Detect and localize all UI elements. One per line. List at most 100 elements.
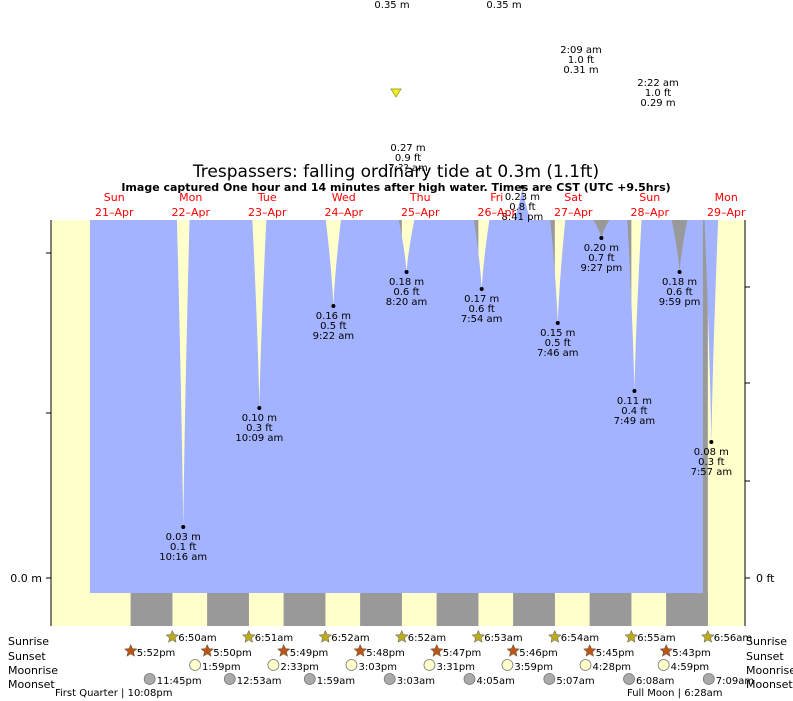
moonrise-time: 4:28pm (592, 662, 631, 673)
day-date-label: 21–Apr (95, 206, 134, 219)
day-labels: Sun 21–Apr Mon 22–Apr Tue 23–Apr Wed 24–Apr Thu 2… (95, 191, 746, 219)
offchart-labels: 0.35 m 0.35 m2:09 am1.0 ft0.31 m2:22 am1.… (374, 0, 678, 174)
low-tide-feet: 0.6 ft (469, 304, 495, 315)
moonrise-icon (657, 659, 670, 671)
moonset-icon (223, 673, 236, 685)
y-right-zero-label: 0 ft (756, 572, 775, 585)
low-tide-time: 7:49 am (614, 416, 656, 427)
low-tide-feet: 0.1 ft (170, 542, 196, 553)
low-tide-meters: 0.11 m (617, 396, 652, 407)
moonrise-time: 3:59pm (514, 662, 553, 673)
chart-subtitle: Image captured One hour and 14 minutes a… (121, 181, 670, 194)
low-tide-point (331, 304, 336, 308)
sunrise-row-label: Sunrise (8, 635, 49, 648)
moonrise-icon (189, 659, 201, 671)
day-date-label: 28–Apr (630, 206, 669, 219)
low-tide-meters: 0.15 m (540, 328, 575, 339)
low-tide-point (632, 389, 637, 393)
low-tide-time: 9:22 am (313, 331, 355, 342)
sunrise-star-icon (394, 629, 409, 643)
sunrise-time: 6:52am (408, 633, 446, 644)
night-band-lower (513, 593, 555, 626)
moonrise-icon (501, 659, 514, 671)
offchart-label: 0.35 m (486, 0, 521, 11)
sunrise-star-icon (624, 629, 639, 643)
moonset-time: 12:53am (237, 676, 282, 687)
moonset-row-label-right: Moonset (746, 678, 793, 691)
moonset-icon (303, 673, 316, 685)
day-name-label: Mon (179, 191, 202, 204)
low-tide-point (599, 236, 604, 240)
day-name-label: Wed (332, 191, 356, 204)
sunset-time: 5:47pm (443, 648, 482, 659)
day-date-label: 25–Apr (401, 206, 440, 219)
moonrise-row-label-right: Moonrise (746, 664, 793, 677)
low-tide-feet: 0.4 ft (621, 406, 647, 417)
moonset-time: 4:05am (477, 676, 515, 687)
low-tide-feet: 0.6 ft (393, 287, 419, 298)
day-name-label: Tue (257, 191, 277, 204)
day-name-label: Sun (104, 191, 125, 204)
chart-axes: 0.0 m 0 ft (10, 220, 775, 626)
moonrise-icon (579, 659, 592, 671)
low-tide-time: 7:46 am (537, 348, 579, 359)
sunset-time: 5:52pm (137, 648, 176, 659)
sunrise-star-icon (241, 629, 256, 643)
low-tide-feet: 0.3 ft (698, 457, 724, 468)
moonset-icon (463, 673, 476, 685)
offchart-label-line: 7:?? am (388, 163, 427, 174)
sunset-time: 5:49pm (290, 648, 329, 659)
low-tide-feet: 0.6 ft (666, 287, 692, 298)
low-tide-time: 8:41 pm (502, 212, 544, 223)
low-tide-meters: 0.20 m (584, 243, 619, 254)
moonrise-row-label: Moonrise (8, 664, 58, 677)
low-tide-point (257, 406, 262, 410)
moonrise-icon (423, 659, 436, 671)
night-band-lower (360, 593, 402, 626)
sunset-time: 5:45pm (596, 648, 635, 659)
offchart-label-line: 2:09 am (560, 45, 602, 56)
low-tide-point (479, 287, 484, 291)
low-tide-meters: 0.10 m (242, 413, 277, 424)
day-name-label: Sat (564, 191, 583, 204)
moon-phase-first-quarter: First Quarter | 10:08pm (55, 688, 173, 699)
sunrise-star-icon (700, 629, 715, 643)
moon-phase-full-moon: Full Moon | 6:28am (627, 688, 723, 699)
moonset-row-label: Moonset (8, 678, 55, 691)
moonset-icon (623, 673, 635, 685)
low-tide-meters: 0.16 m (316, 311, 351, 322)
low-tide-time: 9:27 pm (581, 263, 623, 274)
low-tide-meters: 0.18 m (389, 277, 424, 288)
moonset-icon (383, 673, 396, 685)
sunrise-star-icon (547, 629, 562, 643)
low-tide-time: 10:09 am (235, 433, 283, 444)
moonrise-icon (345, 659, 358, 671)
sunset-star-icon (582, 643, 597, 657)
tide-curve-layer (90, 187, 719, 626)
moonrise-time: 2:33pm (280, 662, 319, 673)
low-tide-meters: 0.17 m (464, 294, 499, 305)
sunrise-star-icon (165, 629, 180, 643)
low-tide-feet: 0.7 ft (588, 253, 614, 264)
night-band-lower (666, 593, 708, 626)
sunset-time: 5:50pm (213, 648, 252, 659)
moonrise-icon (267, 659, 280, 671)
offchart-label: 0.35 m (374, 0, 409, 11)
y-left-zero-label: 0.0 m (10, 572, 42, 585)
sunrise-star-icon (471, 629, 486, 643)
low-tide-point (520, 185, 525, 189)
day-name-label: Mon (715, 191, 738, 204)
day-date-label: 23–Apr (248, 206, 287, 219)
low-tide-meters: 0.18 m (662, 277, 697, 288)
moonset-icon (143, 673, 156, 685)
tide-water-area (90, 187, 719, 593)
low-tide-point (709, 440, 714, 444)
offchart-label-line: 0.31 m (563, 65, 598, 76)
sunset-row-label: Sunset (8, 650, 46, 663)
day-date-label: 22–Apr (171, 206, 210, 219)
sunset-star-icon (276, 643, 291, 657)
sunset-star-icon (659, 643, 674, 657)
